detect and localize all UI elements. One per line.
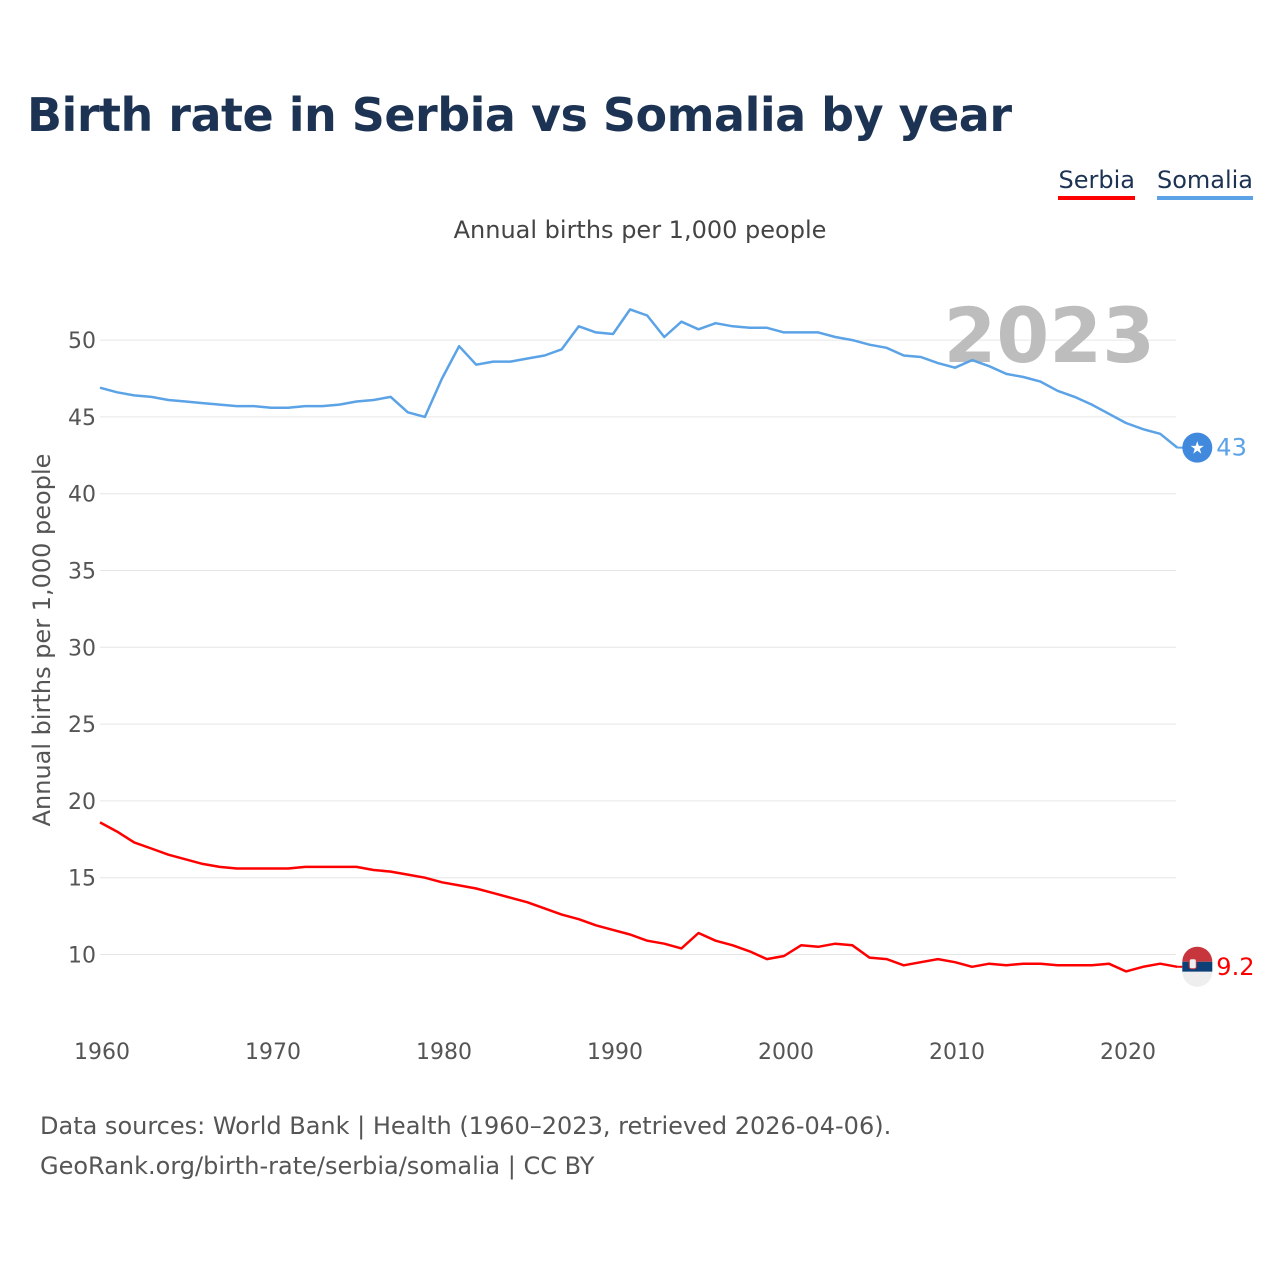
y-tick-label: 15 xyxy=(68,867,96,892)
flag-disc xyxy=(1182,432,1213,463)
x-tick-label: 2020 xyxy=(1100,1040,1156,1065)
y-tick-label: 35 xyxy=(68,560,96,585)
flag-stripe-blue xyxy=(1182,961,1213,972)
flag-stripe-red xyxy=(1182,946,1213,962)
chart-subtitle: Annual births per 1,000 people xyxy=(453,216,827,244)
y-tick-label: 10 xyxy=(68,944,96,969)
serbia-flag-icon xyxy=(1182,946,1213,987)
x-tick-label: 1970 xyxy=(245,1040,301,1065)
end-markers: 9.2 ★ 43 xyxy=(1177,432,1254,987)
y-axis-label: Annual births per 1,000 people xyxy=(28,454,56,827)
x-tick-label: 1960 xyxy=(74,1040,130,1065)
somalia-flag-icon: ★ xyxy=(1182,432,1213,463)
legend-item-somalia[interactable]: Somalia xyxy=(1156,166,1253,200)
y-tick-label: 40 xyxy=(68,483,96,508)
y-tick-label: 30 xyxy=(68,636,96,661)
x-tick-label: 1990 xyxy=(587,1040,643,1065)
source-note: Data sources: World Bank | Health (1960–… xyxy=(40,1112,892,1140)
series-line-serbia xyxy=(99,821,1178,973)
current-year-label: 2023 xyxy=(943,291,1155,380)
flag-stripe-white xyxy=(1182,971,1213,987)
attribution-link[interactable]: GeoRank.org/birth-rate/serbia/somalia | … xyxy=(40,1152,595,1180)
y-tick-label: 20 xyxy=(68,790,96,815)
end-value-serbia: 9.2 xyxy=(1216,953,1254,981)
legend: Serbia Somalia xyxy=(1058,166,1253,200)
y-tick-label: 25 xyxy=(68,713,96,738)
y-tick-label: 45 xyxy=(68,406,96,431)
x-tick-label: 2010 xyxy=(929,1040,985,1065)
y-axis-ticks: 10 15 20 25 30 35 40 45 50 xyxy=(68,329,96,968)
end-value-somalia: 43 xyxy=(1216,434,1247,462)
star-glyph: ★ xyxy=(1190,439,1205,459)
series-line-somalia xyxy=(99,308,1179,449)
legend-item-serbia[interactable]: Serbia xyxy=(1058,166,1135,200)
page-title: Birth rate in Serbia vs Somalia by year xyxy=(27,88,1012,142)
series-group xyxy=(99,308,1179,973)
gridlines xyxy=(100,339,1176,955)
footer: Data sources: World Bank | Health (1960–… xyxy=(40,1106,891,1186)
coat-of-arms xyxy=(1188,958,1197,970)
x-tick-label: 2000 xyxy=(758,1040,814,1065)
x-axis-ticks: 1960 1970 1980 1990 2000 2010 2020 xyxy=(74,1040,1156,1065)
y-tick-label: 50 xyxy=(68,329,96,354)
x-tick-label: 1980 xyxy=(416,1040,472,1065)
